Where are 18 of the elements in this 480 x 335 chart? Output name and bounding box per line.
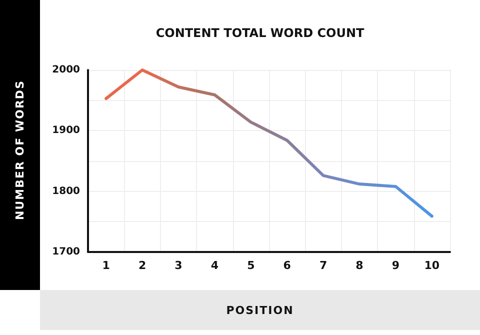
x-axis-title: POSITION (40, 290, 480, 330)
x-tick-label: 6 (283, 259, 292, 272)
y-axis-title: NUMBER OF WORDS (14, 80, 26, 220)
y-tick-label: 2000 (52, 64, 80, 76)
x-tick-label: 10 (424, 259, 440, 272)
x-tick-label: 9 (392, 259, 400, 272)
y-tick-label: 1800 (52, 186, 80, 197)
x-tick-label: 5 (247, 259, 255, 272)
x-tick-label: 4 (210, 259, 219, 272)
x-tick-label: 1 (102, 259, 110, 272)
x-tick-label: 3 (174, 259, 182, 272)
y-tick-label: 1700 (52, 246, 80, 258)
line-series (104, 68, 434, 218)
x-tick-label: 2 (138, 259, 146, 272)
x-tick-label: 7 (319, 259, 328, 272)
chart-title: CONTENT TOTAL WORD COUNT (156, 26, 366, 40)
y-tick-label: 1900 (52, 125, 80, 136)
x-tick-label: 8 (356, 259, 364, 272)
